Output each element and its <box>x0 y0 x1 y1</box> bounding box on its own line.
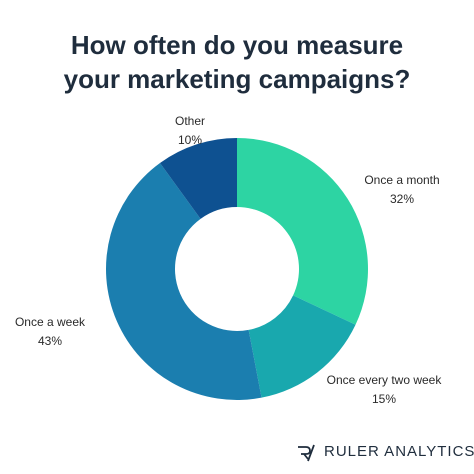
donut-segment <box>106 163 262 400</box>
footer: RULER ANALYTICS <box>324 443 474 460</box>
value-label: 32% <box>390 192 414 206</box>
value-label: 43% <box>38 334 62 348</box>
donut-segment <box>248 295 356 398</box>
donut-segment <box>160 138 237 219</box>
segment-label: Once a week <box>15 315 86 329</box>
chart-title: How often do you measure your marketing … <box>63 30 411 94</box>
segment-label: Once every two week <box>327 373 443 387</box>
segment-label: Once a month <box>364 173 439 187</box>
value-label: 15% <box>372 392 396 406</box>
donut-segment <box>237 138 368 325</box>
segment-label: Other <box>175 114 205 128</box>
value-label: 10% <box>178 133 202 147</box>
logo <box>298 444 315 462</box>
